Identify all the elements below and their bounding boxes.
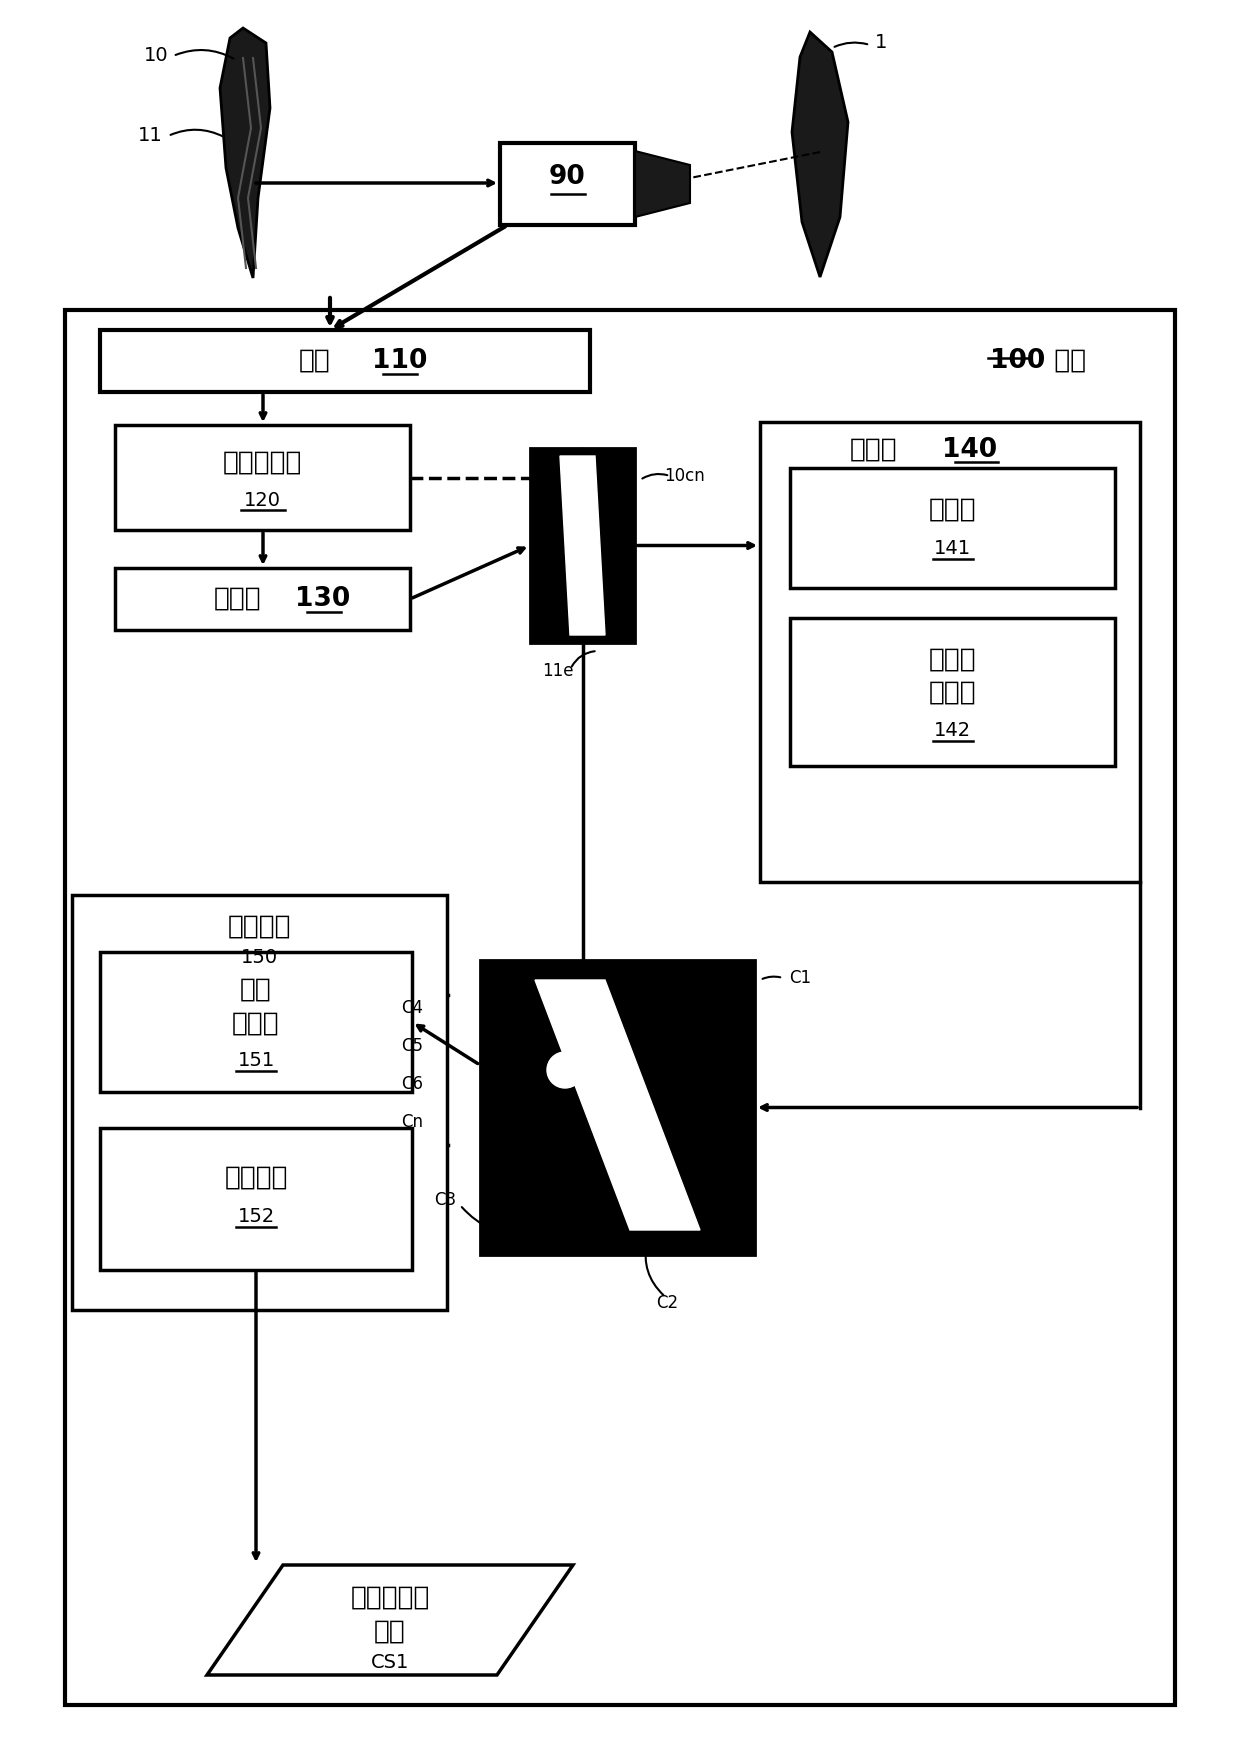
Text: 11: 11 [138, 126, 162, 144]
Text: 120: 120 [244, 491, 281, 510]
Polygon shape [560, 456, 605, 635]
Text: 贝叶斯: 贝叶斯 [929, 647, 976, 673]
Text: C3: C3 [434, 1190, 456, 1210]
Circle shape [639, 1180, 671, 1211]
Text: 141: 141 [934, 538, 971, 557]
Text: C4: C4 [401, 999, 423, 1017]
Text: C5: C5 [401, 1038, 423, 1055]
Text: 1: 1 [875, 33, 888, 51]
Text: 90: 90 [549, 165, 585, 189]
Text: 提取器: 提取器 [213, 586, 262, 612]
Bar [115, 424, 410, 529]
Text: 得分: 得分 [374, 1620, 405, 1644]
Text: 分类器: 分类器 [232, 1011, 280, 1038]
Text: 100 系统: 100 系统 [990, 349, 1086, 373]
Circle shape [598, 1113, 642, 1157]
Bar [480, 961, 755, 1255]
Polygon shape [635, 151, 689, 217]
Bar [790, 619, 1115, 766]
Bar [790, 468, 1115, 587]
Bar [100, 330, 590, 393]
Text: 疾病置信度: 疾病置信度 [351, 1585, 430, 1611]
Bar [115, 568, 410, 629]
Text: CS1: CS1 [371, 1653, 409, 1672]
Polygon shape [792, 32, 848, 277]
Bar [72, 896, 446, 1309]
Text: C2: C2 [656, 1294, 678, 1311]
Text: 疾病诊断: 疾病诊断 [228, 913, 291, 940]
Polygon shape [207, 1565, 573, 1676]
Text: 基础: 基础 [241, 976, 272, 1003]
Text: 110: 110 [372, 349, 428, 373]
Text: 颜色归一化: 颜色归一化 [223, 451, 303, 477]
Bar [100, 1127, 412, 1269]
Text: 140: 140 [942, 436, 997, 463]
Text: 聚类器: 聚类器 [929, 498, 976, 522]
Text: C1: C1 [789, 969, 811, 987]
Text: 151: 151 [237, 1050, 274, 1069]
Text: 10: 10 [144, 46, 167, 65]
Bar [64, 310, 1176, 1706]
Text: Cn: Cn [401, 1113, 423, 1131]
Bar [100, 952, 412, 1092]
Text: 150: 150 [241, 948, 278, 966]
Circle shape [547, 1052, 583, 1089]
Text: 过滤器: 过滤器 [849, 436, 898, 463]
Text: 接口: 接口 [299, 349, 331, 373]
Text: 130: 130 [295, 586, 350, 612]
Polygon shape [219, 28, 270, 279]
Bar [500, 144, 635, 224]
Text: 11e: 11e [542, 663, 573, 680]
Text: 元分类器: 元分类器 [224, 1166, 288, 1190]
Text: 152: 152 [237, 1206, 274, 1225]
Text: C6: C6 [401, 1075, 423, 1094]
Bar [760, 422, 1140, 882]
Polygon shape [534, 980, 701, 1231]
Bar [529, 449, 635, 643]
Text: 142: 142 [934, 720, 971, 740]
Text: 10cn: 10cn [665, 466, 706, 486]
Text: 过滤器: 过滤器 [929, 680, 976, 706]
